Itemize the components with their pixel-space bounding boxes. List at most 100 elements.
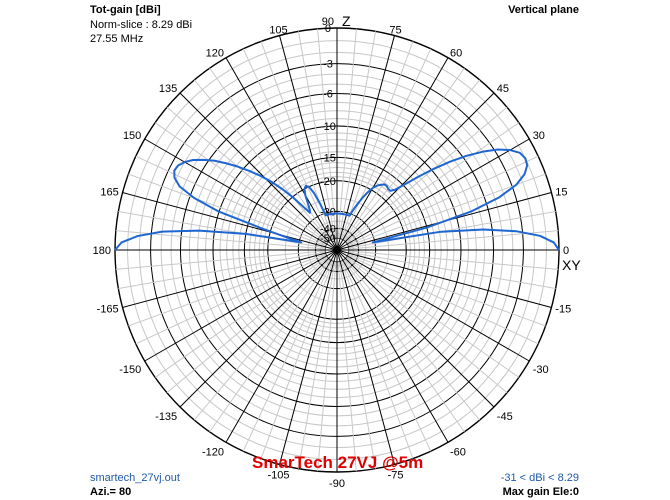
norm-slice-label: Norm-slice : 8.29 dBi	[90, 19, 193, 31]
angle-label: -150	[119, 364, 141, 376]
minor-spoke	[344, 79, 481, 242]
angle-label: -60	[450, 447, 466, 459]
filename-label: smartech_27vj.out	[90, 472, 180, 484]
angle-label: 75	[389, 25, 401, 37]
radial-tick-label: -10	[320, 121, 336, 133]
radial-tick-label: -50	[320, 233, 336, 245]
z-axis-label: Z	[342, 13, 351, 29]
minor-spoke	[344, 258, 481, 421]
minor-spoke	[345, 257, 508, 394]
max-gain-label: Max gain Ele:0	[502, 486, 579, 498]
radial-tick-label: -15	[320, 152, 336, 164]
radial-tick-label: -40	[320, 223, 336, 235]
major-spoke	[336, 249, 530, 362]
plane-label: Vertical plane	[508, 4, 579, 16]
major-spoke	[336, 249, 395, 465]
radial-labels: 0 -3 -6 -10 -15 -20 -30 -40-50	[320, 23, 336, 245]
angle-label: 30	[533, 130, 545, 142]
minor-spoke	[345, 106, 508, 243]
minor-spoke	[340, 261, 414, 459]
radial-tick-label: -20	[320, 176, 336, 188]
minor-spoke	[343, 67, 465, 241]
minor-spoke	[338, 261, 377, 469]
minor-spoke	[341, 260, 432, 452]
angle-label: 60	[450, 47, 462, 59]
chart-caption: SmarTech 27VJ @5m	[252, 453, 424, 472]
azimuth-label: Azi.= 80	[90, 486, 132, 498]
angle-label: 105	[269, 25, 287, 37]
angle-label: -30	[533, 364, 549, 376]
major-spoke	[336, 92, 495, 251]
angle-label: 180	[93, 245, 111, 257]
angle-label: -75	[388, 469, 404, 481]
angle-label: 120	[206, 47, 224, 59]
minor-spoke	[348, 250, 559, 270]
major-spoke	[225, 249, 338, 443]
angle-label: 135	[159, 83, 177, 95]
major-spoke	[336, 35, 395, 251]
minor-spoke	[242, 260, 333, 452]
angle-label: -135	[155, 411, 177, 423]
radial-tick-label: 0	[325, 23, 331, 35]
minor-spoke	[337, 28, 357, 239]
minor-spoke	[346, 122, 520, 244]
minor-spoke	[115, 250, 326, 270]
gain-pattern-line	[114, 148, 560, 251]
minor-spoke	[260, 261, 334, 459]
angle-label: 15	[555, 187, 567, 199]
angle-label: -105	[267, 469, 289, 481]
xy-axis-label: XY	[562, 257, 581, 273]
minor-spoke	[317, 28, 337, 239]
minor-spoke	[242, 48, 333, 240]
major-spoke	[225, 57, 338, 251]
angle-label: 90	[322, 16, 334, 28]
minor-spoke	[128, 253, 326, 327]
minor-spoke	[338, 31, 377, 239]
angle-label: 150	[123, 130, 141, 142]
angle-label: 45	[497, 83, 509, 95]
major-spoke	[279, 249, 338, 465]
frequency-label: 27.55 MHz	[90, 33, 144, 45]
major-spoke	[122, 249, 338, 308]
minor-spoke	[193, 258, 330, 421]
minor-spoke	[347, 254, 539, 345]
minor-spoke	[341, 48, 432, 240]
minor-spoke	[118, 210, 326, 249]
minor-spoke	[348, 253, 546, 327]
radial-tick-label: -3	[323, 59, 333, 71]
minor-spoke	[343, 259, 465, 433]
minor-spoke	[135, 155, 327, 246]
radial-tick-label: -6	[323, 89, 333, 101]
angle-label: -90	[329, 478, 345, 490]
minor-spoke	[118, 251, 326, 290]
polar-spokes	[115, 28, 559, 472]
major-spoke	[336, 138, 530, 251]
minor-spoke	[348, 230, 559, 250]
major-spoke	[336, 249, 449, 443]
minor-spoke	[317, 261, 337, 472]
major-spoke	[122, 192, 338, 251]
gain-title: Tot-gain [dBi]	[90, 4, 161, 16]
radial-tick-label: -30	[320, 206, 336, 218]
major-spoke	[179, 92, 338, 251]
major-spoke	[144, 138, 338, 251]
major-spoke	[336, 57, 449, 251]
minor-spoke	[128, 173, 326, 247]
major-spoke	[336, 249, 552, 308]
minor-spoke	[347, 155, 539, 246]
minor-spoke	[297, 31, 336, 239]
minor-spoke	[348, 210, 556, 249]
angle-label: -15	[555, 304, 571, 316]
major-spoke	[179, 249, 338, 408]
minor-spoke	[346, 256, 520, 378]
angle-label: 165	[100, 187, 118, 199]
minor-spoke	[337, 261, 357, 472]
angle-labels: 0153045607590105120135150165180-165-150-…	[93, 16, 572, 490]
minor-spoke	[297, 261, 336, 469]
gain-range-label: -31 < dBi < 8.29	[500, 472, 579, 484]
minor-spoke	[166, 106, 329, 243]
minor-spoke	[209, 259, 331, 433]
minor-spoke	[154, 122, 328, 244]
minor-spoke	[348, 251, 556, 290]
